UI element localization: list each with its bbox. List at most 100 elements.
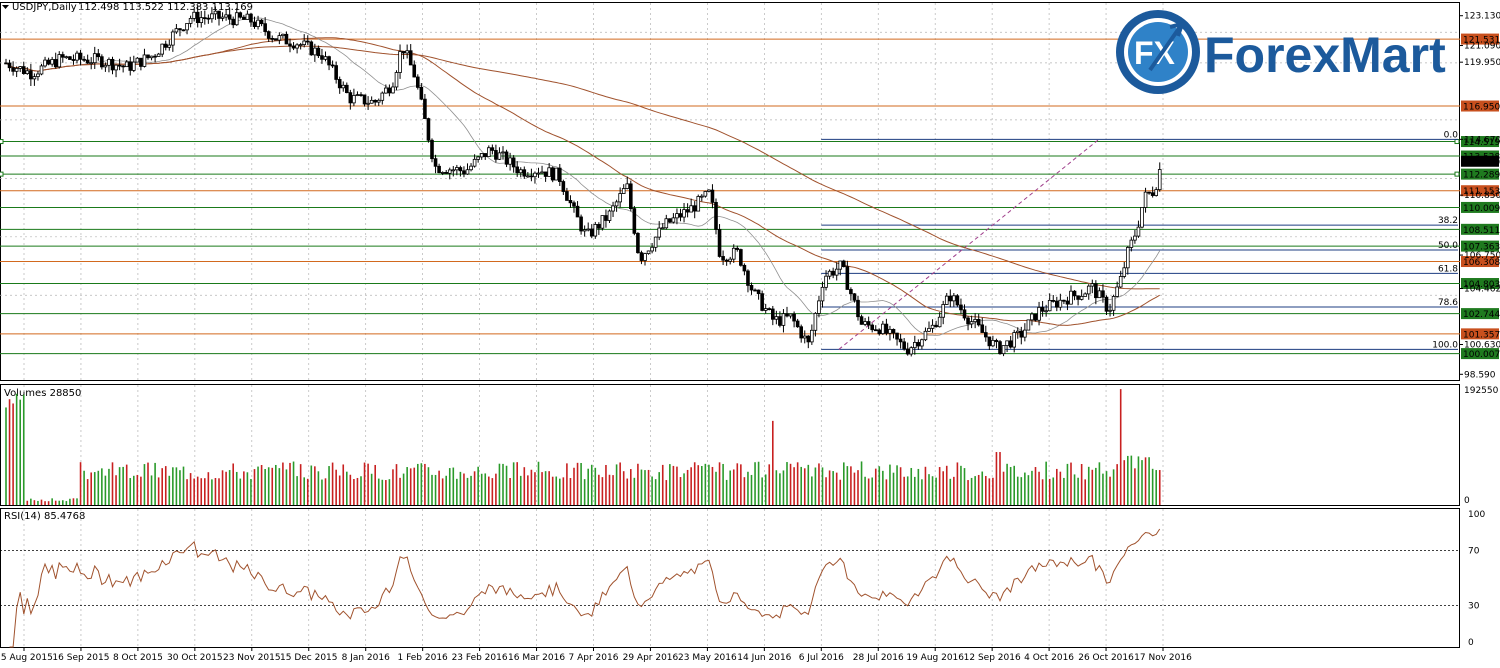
candle-body bbox=[668, 218, 672, 223]
candle-body bbox=[192, 11, 196, 19]
candle-body bbox=[71, 59, 76, 61]
candle-body bbox=[660, 227, 665, 230]
candle-body bbox=[249, 13, 253, 23]
ma-long-line bbox=[5, 45, 1160, 290]
candle-body bbox=[100, 56, 104, 68]
candle-body bbox=[884, 323, 889, 334]
candle-body bbox=[632, 208, 637, 234]
x-tick-label: 16 Sep 2015 bbox=[52, 653, 109, 663]
candle-body bbox=[1129, 239, 1134, 248]
candle-body bbox=[146, 54, 150, 59]
candle-body bbox=[1030, 313, 1034, 321]
candle-body bbox=[405, 50, 409, 54]
candle-body bbox=[881, 323, 885, 335]
candle-body bbox=[692, 205, 697, 212]
x-tick-label: 23 Feb 2016 bbox=[452, 653, 508, 663]
x-tick-label: 14 Jun 2016 bbox=[737, 653, 791, 663]
candle-body bbox=[902, 341, 906, 350]
candle-body bbox=[376, 99, 381, 103]
candle-body bbox=[1147, 191, 1151, 194]
level-value: 108.511 bbox=[1463, 226, 1500, 236]
candle-body bbox=[64, 56, 69, 59]
candle-body bbox=[753, 289, 757, 292]
candle-body bbox=[309, 41, 314, 56]
candle-body bbox=[21, 66, 26, 74]
candle-body bbox=[763, 308, 768, 311]
candle-body bbox=[714, 202, 718, 230]
candle-body bbox=[1062, 299, 1066, 302]
candle-body bbox=[838, 260, 843, 270]
candle-body bbox=[199, 17, 204, 24]
level-value: 114.519 bbox=[1463, 138, 1500, 148]
candle-body bbox=[82, 58, 86, 61]
candle-body bbox=[373, 99, 377, 103]
volume-bars bbox=[5, 389, 1161, 505]
candle-body bbox=[252, 21, 257, 27]
candle-body bbox=[316, 47, 321, 57]
candle-body bbox=[39, 65, 44, 75]
candle-body bbox=[78, 52, 83, 60]
logo-name: ForexMart bbox=[1204, 27, 1446, 83]
candle-body bbox=[465, 169, 470, 175]
candle-body bbox=[398, 51, 402, 73]
x-tick-label: 26 Oct 2016 bbox=[1078, 653, 1134, 663]
candle-body bbox=[1072, 290, 1077, 297]
candle-body bbox=[32, 76, 37, 80]
candle-body bbox=[387, 87, 392, 94]
candle-body bbox=[163, 43, 168, 48]
rsi-line bbox=[0, 528, 1460, 648]
candle-body bbox=[110, 58, 115, 71]
candle-body bbox=[1055, 300, 1059, 308]
candle-body bbox=[1136, 226, 1141, 237]
candle-body bbox=[323, 56, 328, 60]
x-tick-label: 7 Apr 2016 bbox=[569, 653, 619, 663]
candle-body bbox=[369, 99, 374, 104]
candle-body bbox=[352, 95, 356, 104]
candle-body bbox=[863, 321, 867, 325]
candle-body bbox=[625, 183, 630, 189]
candle-body bbox=[920, 339, 924, 347]
level-value: 106.308 bbox=[1463, 258, 1500, 268]
rsi-axis-label: 100 bbox=[1468, 510, 1485, 520]
candle-body bbox=[1069, 290, 1073, 305]
candle-body bbox=[238, 12, 243, 18]
candle-body bbox=[700, 195, 704, 198]
level-badge bbox=[1461, 100, 1499, 112]
candle-body bbox=[593, 224, 598, 237]
x-tick-label: 1 Feb 2016 bbox=[398, 653, 449, 663]
candle-body bbox=[952, 295, 956, 302]
collapse-triangle-icon[interactable] bbox=[2, 5, 9, 9]
candle-body bbox=[930, 324, 935, 329]
candle-body bbox=[991, 340, 995, 347]
candle-body bbox=[107, 58, 111, 66]
candle-body bbox=[689, 205, 693, 213]
candle-body bbox=[1140, 207, 1144, 228]
candle-body bbox=[795, 320, 800, 328]
horizontal-levels: 121.531116.950114.519113.528112.289111.1… bbox=[0, 33, 1500, 360]
candle-body bbox=[540, 171, 544, 174]
candle-body bbox=[256, 19, 260, 27]
candle-body bbox=[685, 209, 690, 213]
candle-body bbox=[305, 40, 310, 43]
candle-body bbox=[210, 13, 214, 20]
last-price-label: 113.169 bbox=[1463, 158, 1500, 168]
candle-body bbox=[909, 347, 914, 355]
candle-body bbox=[75, 52, 79, 61]
candle-body bbox=[774, 316, 779, 320]
candle-body bbox=[813, 312, 818, 331]
fib-label: 61.8 bbox=[1438, 264, 1458, 274]
candle-body bbox=[423, 98, 427, 119]
fib-label: 50.0 bbox=[1438, 241, 1458, 251]
candle-body bbox=[259, 19, 264, 25]
rsi-path bbox=[9, 528, 1161, 648]
volume-title: Volumes 28850 bbox=[4, 388, 81, 399]
candle-body bbox=[739, 249, 743, 266]
x-tick-label: 8 Jan 2016 bbox=[342, 653, 390, 663]
ma-fast-line bbox=[5, 17, 1161, 336]
candle-body bbox=[341, 84, 346, 89]
x-tick-label: 8 Oct 2015 bbox=[113, 653, 163, 663]
candle-body bbox=[181, 29, 186, 32]
candle-body bbox=[824, 275, 828, 288]
candle-body bbox=[284, 33, 289, 45]
candle-body bbox=[675, 213, 679, 219]
